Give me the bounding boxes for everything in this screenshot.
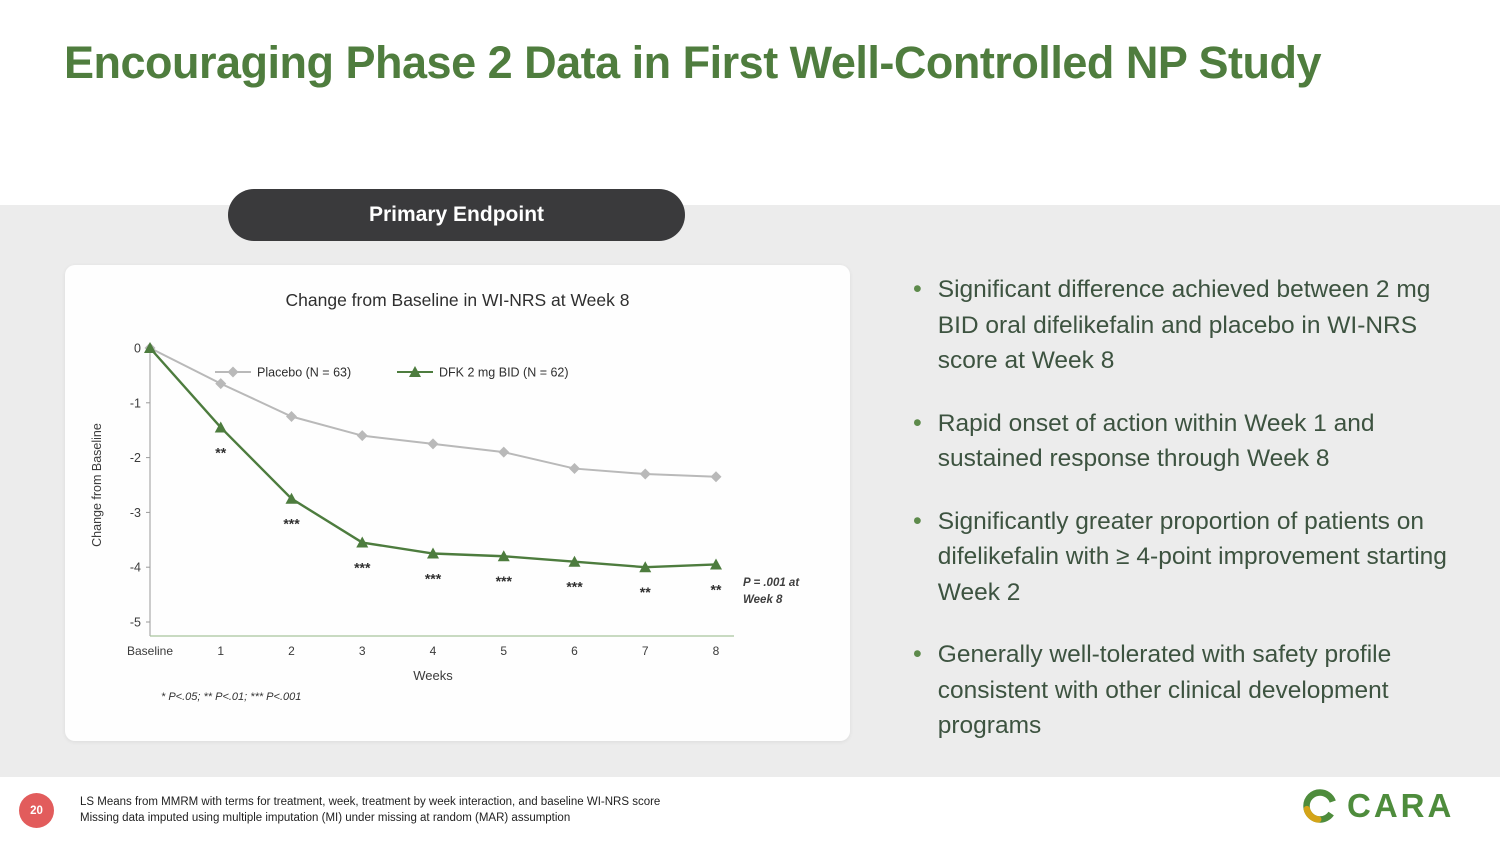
significance-label: ** — [640, 584, 651, 600]
bullet-text: Significant difference achieved between … — [937, 276, 1431, 375]
x-tick-label: 7 — [642, 644, 649, 658]
bullet-dot-icon: • — [913, 408, 922, 437]
page-title: Encouraging Phase 2 Data in First Well-C… — [64, 37, 1322, 88]
bullet-item: • Generally well-tolerated with safety p… — [913, 637, 1448, 744]
bullet-dot-icon: • — [913, 506, 922, 535]
chart-title: Change from Baseline in WI-NRS at Week 8 — [285, 290, 630, 310]
chart-card: Change from Baseline in WI-NRS at Week 8… — [65, 265, 850, 741]
x-tick-label: 1 — [217, 644, 224, 658]
significance-label: *** — [566, 579, 583, 595]
bullet-list: • Significant difference achieved betwee… — [913, 272, 1448, 771]
bullet-dot-icon: • — [913, 640, 922, 669]
data-point-marker — [144, 342, 156, 353]
footnote-line: LS Means from MMRM with terms for treatm… — [80, 796, 661, 808]
p-value-annotation: P = .001 at — [743, 577, 800, 589]
significance-label: *** — [283, 516, 300, 532]
y-tick-label: -5 — [130, 616, 141, 630]
data-point-marker — [285, 492, 298, 504]
bullet-dot-icon: • — [913, 275, 922, 303]
y-tick-label: -4 — [130, 561, 141, 575]
data-point-marker — [497, 550, 510, 562]
primary-endpoint-badge: Primary Endpoint — [228, 189, 685, 241]
x-tick-label: 8 — [713, 644, 720, 658]
x-tick-label: 4 — [430, 644, 437, 658]
legend-label: Placebo (N = 63) — [257, 366, 351, 380]
bullet-item: • Significant difference achieved betwee… — [913, 272, 1448, 379]
wi-nrs-line-chart: 0 -1 -2 -3 -4 -5 Baseline 1 2 3 4 5 6 7 8 Weeks Change f… — [90, 342, 800, 704]
data-point-marker — [639, 468, 651, 480]
y-tick-label: -1 — [130, 396, 141, 410]
legend-label: DFK 2 mg BID (N = 62) — [439, 366, 569, 380]
x-tick-label: 2 — [288, 644, 295, 658]
legend-marker — [409, 366, 421, 377]
y-tick-label: -3 — [130, 506, 141, 520]
data-point-marker — [498, 446, 510, 458]
bullet-text: Rapid onset of action within Week 1 and … — [937, 409, 1375, 473]
data-point-marker — [427, 547, 439, 559]
data-point-marker — [356, 430, 368, 442]
significance-label: ** — [215, 444, 226, 460]
slide-footnotes: LS Means from MMRM with terms for treatm… — [80, 794, 840, 826]
bullet-item: • Rapid onset of action within Week 1 an… — [913, 406, 1448, 477]
y-axis-label: Change from Baseline — [90, 423, 104, 547]
x-tick-label: 3 — [359, 644, 366, 658]
data-point-marker — [215, 378, 227, 390]
x-tick-label: Baseline — [127, 644, 173, 658]
series-line — [149, 347, 717, 569]
cara-logo-icon — [1303, 789, 1337, 823]
x-tick-label: 6 — [571, 644, 578, 658]
data-point-marker — [286, 411, 297, 422]
legend-marker — [227, 366, 239, 378]
primary-endpoint-badge-label: Primary Endpoint — [368, 203, 545, 226]
cara-logo: CARA — [1300, 786, 1454, 826]
series-line — [149, 347, 717, 478]
significance-label: *** — [425, 571, 442, 587]
data-point-marker — [710, 471, 722, 483]
page-number-badge: 20 — [19, 793, 54, 828]
data-point-marker — [356, 536, 369, 548]
chart-footnote: * P<.05; ** P<.01; *** P<.001 — [161, 691, 301, 703]
y-tick-label: -2 — [130, 451, 141, 465]
bullet-text: Generally well-tolerated with safety pro… — [937, 641, 1392, 740]
bullet-item: • Significantly greater proportion of pa… — [913, 504, 1448, 611]
x-axis-label: Weeks — [413, 668, 453, 683]
significance-label: ** — [711, 581, 722, 597]
cara-logo-text: CARA — [1347, 787, 1455, 824]
significance-label: *** — [496, 573, 513, 589]
data-point-marker — [214, 421, 227, 433]
p-value-annotation: Week 8 — [743, 594, 783, 606]
footnote-line: Missing data imputed using multiple impu… — [80, 812, 571, 825]
data-point-marker — [639, 561, 652, 573]
page-number: 20 — [30, 804, 43, 817]
data-point-marker — [710, 558, 722, 570]
data-point-marker — [427, 438, 439, 450]
x-tick-label: 5 — [500, 644, 507, 658]
bullet-text: Significantly greater proportion of pati… — [937, 507, 1447, 606]
data-point-marker — [569, 463, 580, 475]
significance-label: *** — [354, 560, 371, 576]
y-tick-label: 0 — [134, 342, 141, 356]
data-point-marker — [568, 555, 581, 567]
